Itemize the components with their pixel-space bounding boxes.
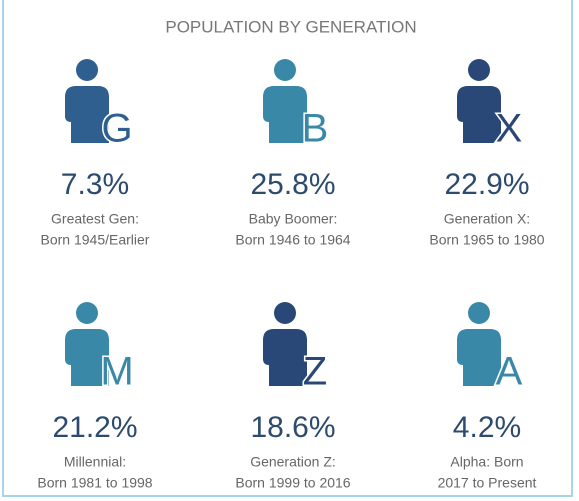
percent: 22.9% bbox=[444, 168, 529, 201]
generation-letter: Z bbox=[303, 350, 327, 394]
person-body bbox=[65, 86, 109, 143]
generation-born: Born 1946 to 1964 bbox=[235, 232, 350, 248]
frame bbox=[2, 0, 573, 497]
generation-letter: G bbox=[101, 107, 132, 151]
generation-name: Millennial: bbox=[64, 454, 126, 470]
generation-letter: X bbox=[496, 107, 523, 151]
percent: 7.3% bbox=[61, 168, 129, 201]
generation-name: Generation Z: bbox=[250, 454, 336, 470]
generation-born: Born 1981 to 1998 bbox=[37, 475, 152, 491]
generation-name: Greatest Gen: bbox=[51, 211, 139, 227]
person-head bbox=[76, 59, 98, 81]
generation-letter: A bbox=[496, 350, 523, 394]
percent: 18.6% bbox=[250, 411, 335, 444]
percent: 25.8% bbox=[250, 168, 335, 201]
person-body bbox=[457, 329, 501, 386]
percent: 4.2% bbox=[453, 411, 521, 444]
generation-letter: B bbox=[302, 107, 329, 151]
generation-name: Alpha: Born bbox=[450, 454, 523, 470]
person-body bbox=[457, 86, 501, 143]
person-body bbox=[65, 329, 109, 386]
person-body bbox=[263, 329, 307, 386]
person-head bbox=[468, 59, 490, 81]
generation-name: Baby Boomer: bbox=[249, 211, 338, 227]
person-head bbox=[274, 302, 296, 324]
person-head bbox=[468, 302, 490, 324]
generation-born: Born 1965 to 1980 bbox=[429, 232, 544, 248]
person-body bbox=[263, 86, 307, 143]
generation-born: 2017 to Present bbox=[438, 475, 537, 491]
person-head bbox=[76, 302, 98, 324]
generation-letter: M bbox=[100, 350, 133, 394]
generation-born: Born 1999 to 2016 bbox=[235, 475, 350, 491]
generation-name: Generation X: bbox=[444, 211, 530, 227]
title: POPULATION BY GENERATION bbox=[165, 17, 416, 36]
generation-born: Born 1945/Earlier bbox=[41, 232, 150, 248]
percent: 21.2% bbox=[52, 411, 137, 444]
person-head bbox=[274, 59, 296, 81]
